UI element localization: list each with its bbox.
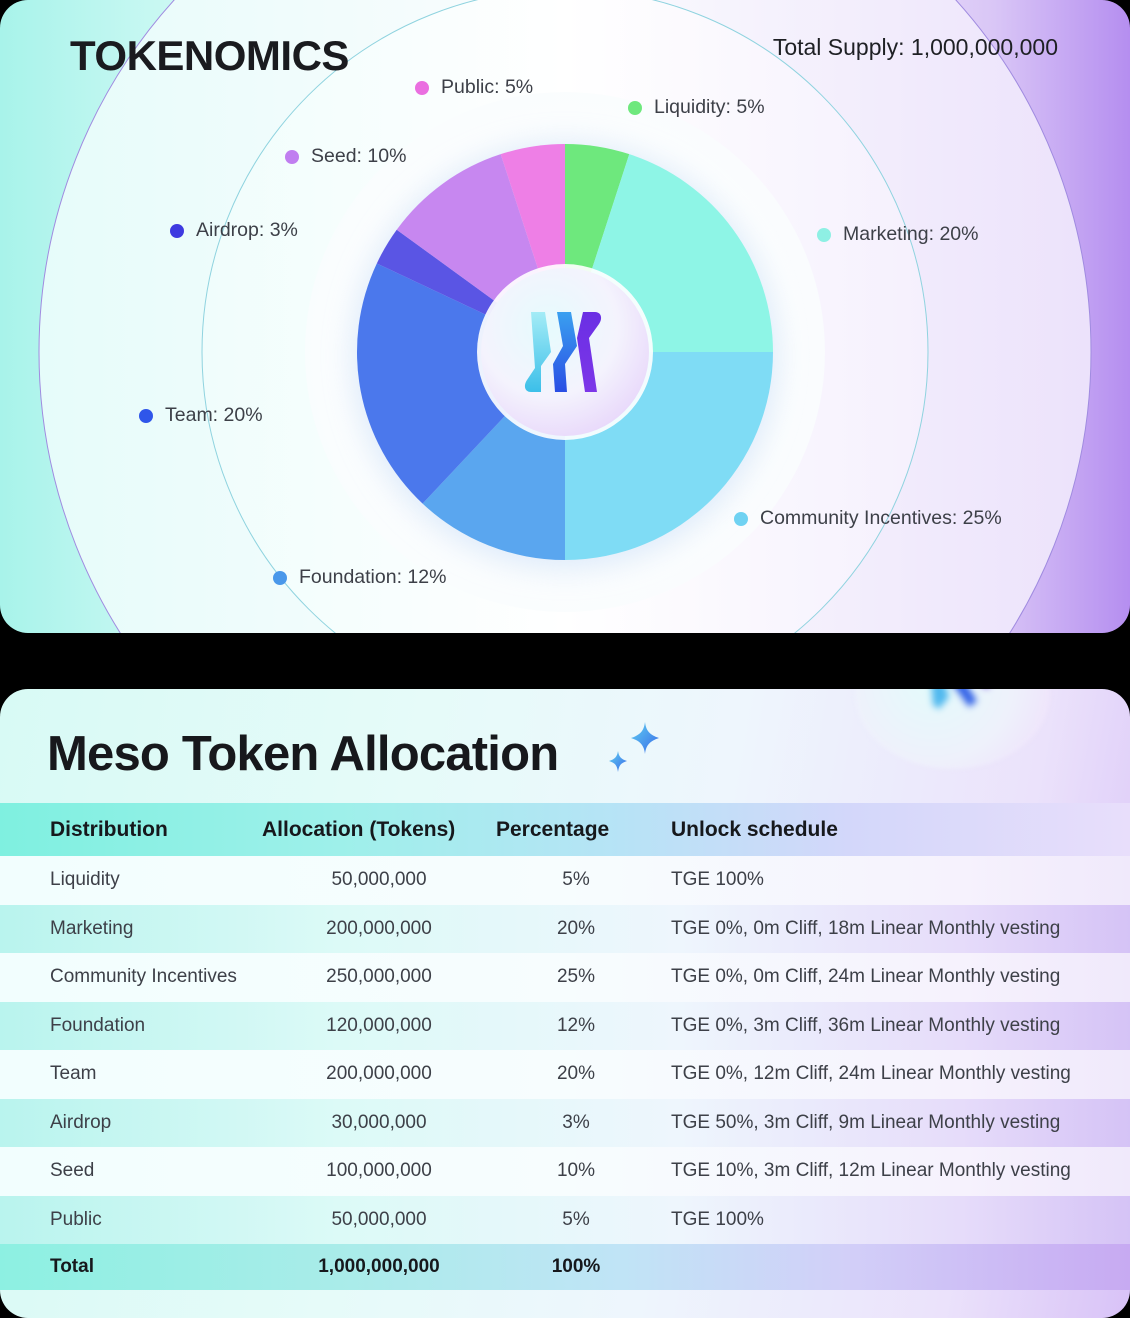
table-row: Team 200,000,000 20% TGE 0%, 12m Cliff, …: [0, 1050, 1130, 1099]
legend-dot: [415, 80, 429, 95]
cell-unlock-schedule: TGE 0%, 0m Cliff, 24m Linear Monthly ves…: [671, 966, 1061, 988]
legend-dot: [817, 227, 831, 242]
legend-item-liquidity: Liquidity: 5%: [628, 96, 765, 119]
cell-allocation: 50,000,000: [331, 869, 427, 891]
cell-percentage: 5%: [562, 1208, 590, 1230]
cell-unlock-schedule: TGE 0%, 3m Cliff, 36m Linear Monthly ves…: [671, 1014, 1061, 1036]
cell-allocation: 100,000,000: [326, 1160, 432, 1182]
cell-distribution: Team: [50, 1063, 97, 1085]
table-row: Seed 100,000,000 10% TGE 10%, 3m Cliff, …: [0, 1147, 1130, 1196]
table-header-row: Distribution Allocation (Tokens) Percent…: [0, 803, 1130, 856]
cell-unlock-schedule: TGE 10%, 3m Cliff, 12m Linear Monthly ve…: [671, 1160, 1071, 1182]
legend-label: Marketing: 20%: [843, 223, 979, 245]
cell-percentage: 20%: [556, 917, 596, 939]
cell-allocation: 200,000,000: [326, 1063, 432, 1085]
cell-distribution: Public: [50, 1208, 102, 1230]
legend-dot: [734, 511, 748, 526]
page-title: TOKENOMICS: [70, 32, 349, 79]
cell-total-percentage: 100%: [551, 1256, 601, 1277]
legend-dot: [273, 570, 287, 585]
cell-percentage: 20%: [556, 1063, 596, 1085]
cell-unlock-schedule: TGE 100%: [671, 1208, 764, 1230]
column-header-distribution: Distribution: [50, 817, 168, 841]
legend-item-marketing: Marketing: 20%: [817, 223, 978, 246]
column-header-percentage: Percentage: [496, 817, 610, 841]
allocation-table: Distribution Allocation (Tokens) Percent…: [0, 803, 1130, 1290]
legend-item-foundation: Foundation: 12%: [273, 566, 446, 589]
legend-dot: [628, 100, 642, 115]
legend-item-community-incentives: Community Incentives: 25%: [734, 507, 1002, 530]
table-row: Community Incentives 250,000,000 25% TGE…: [0, 953, 1130, 1002]
cell-percentage: 10%: [556, 1160, 596, 1182]
table-row: Liquidity 50,000,000 5% TGE 100%: [0, 856, 1130, 905]
legend-label: Team: 20%: [165, 404, 263, 426]
cell-distribution: Airdrop: [50, 1111, 112, 1133]
legend-dot: [285, 149, 299, 164]
cell-percentage: 12%: [556, 1014, 596, 1036]
legend-item-seed: Seed: 10%: [285, 145, 406, 168]
legend-dot: [170, 223, 184, 238]
cell-allocation: 50,000,000: [331, 1208, 427, 1230]
cell-distribution: Liquidity: [50, 869, 120, 891]
table-row: Foundation 120,000,000 12% TGE 0%, 3m Cl…: [0, 1001, 1130, 1050]
tokenomics-panel: TOKENOMICS Total Supply: 1,000,000,000: [0, 0, 1130, 633]
legend-label: Public: 5%: [441, 76, 534, 98]
cell-distribution: Foundation: [50, 1014, 146, 1036]
cell-percentage: 3%: [562, 1111, 590, 1133]
legend-item-airdrop: Airdrop: 3%: [170, 219, 298, 242]
allocation-panel: [0, 689, 1130, 1318]
cell-allocation: 250,000,000: [326, 966, 432, 988]
legend-label: Liquidity: 5%: [654, 96, 765, 118]
table-row: Marketing 200,000,000 20% TGE 0%, 0m Cli…: [0, 904, 1130, 953]
cell-total-allocation: 1,000,000,000: [318, 1256, 440, 1277]
cell-unlock-schedule: TGE 0%, 0m Cliff, 18m Linear Monthly ves…: [671, 917, 1061, 939]
column-header-unlock-schedule: Unlock schedule: [671, 817, 838, 841]
cell-allocation: 30,000,000: [331, 1111, 427, 1133]
sparkle-icon: [609, 722, 659, 772]
cell-total-label: Total: [50, 1256, 94, 1277]
meso-logo-icon: [524, 312, 602, 392]
cell-allocation: 200,000,000: [326, 917, 432, 939]
legend-item-public: Public: 5%: [415, 76, 533, 99]
cell-unlock-schedule: TGE 50%, 3m Cliff, 9m Linear Monthly ves…: [671, 1111, 1061, 1133]
cell-percentage: 25%: [556, 966, 596, 988]
cell-total-unlock: [656, 1244, 1130, 1290]
legend-label: Airdrop: 3%: [196, 219, 298, 241]
table-row: Public 50,000,000 5% TGE 100%: [0, 1195, 1130, 1244]
cell-distribution: Marketing: [50, 917, 134, 939]
legend-label: Community Incentives: 25%: [760, 507, 1002, 529]
meso-logo-icon: [931, 689, 977, 709]
cell-allocation: 120,000,000: [326, 1014, 432, 1036]
legend-dot: [139, 408, 153, 423]
legend-item-team: Team: 20%: [139, 404, 263, 427]
cell-distribution: Seed: [50, 1160, 95, 1182]
cell-distribution: Community Incentives: [50, 966, 237, 988]
total-supply-label: Total Supply: 1,000,000,000: [772, 34, 1058, 60]
legend-label: Foundation: 12%: [299, 566, 447, 588]
cell-percentage: 5%: [562, 869, 590, 891]
cell-unlock-schedule: TGE 100%: [671, 869, 764, 891]
decorative-logo-orb: [855, 689, 1050, 769]
donut-chart: [351, 142, 779, 570]
table-row: Airdrop 30,000,000 3% TGE 50%, 3m Cliff,…: [0, 1098, 1130, 1147]
column-header-allocation: Allocation (Tokens): [262, 817, 456, 841]
cell-unlock-schedule: TGE 0%, 12m Cliff, 24m Linear Monthly ve…: [671, 1063, 1071, 1085]
table-total-row: Total 1,000,000,000 100%: [0, 1244, 1130, 1290]
pie-slice-team: [357, 263, 565, 504]
table-title: Meso Token Allocation: [47, 727, 559, 781]
legend-label: Seed: 10%: [311, 145, 407, 167]
